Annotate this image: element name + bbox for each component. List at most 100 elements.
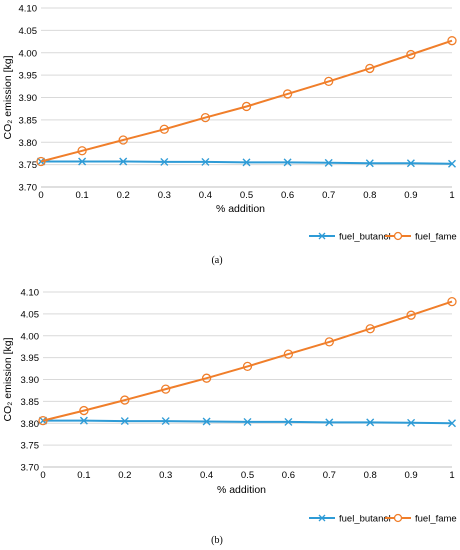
x-tick-label: 0.6: [282, 470, 295, 481]
data-point-fuel_fame: [118, 135, 128, 145]
y-tick-label: 3.70: [19, 183, 38, 194]
y-tick-label: 3.75: [19, 160, 38, 171]
data-point-fuel_butanol: [201, 157, 210, 166]
data-point-fuel_fame: [242, 361, 253, 372]
legend-label: fuel_fame: [415, 514, 457, 525]
data-point-fuel_fame: [120, 395, 130, 405]
y-tick-label: 3.80: [19, 138, 38, 149]
legend-item-fuel_butanol: fuel_butanol: [309, 232, 391, 243]
data-point-fuel_butanol: [324, 158, 333, 167]
data-point-fuel_butanol: [406, 159, 415, 168]
data-point-fuel_fame: [283, 349, 294, 359]
series-line-fuel_fame: [42, 300, 453, 422]
data-point-fuel_butanol: [283, 158, 292, 167]
x-tick-label: 0.3: [159, 470, 172, 481]
data-point-fuel_butanol: [78, 157, 87, 166]
x-tick-label: 0.7: [322, 190, 335, 201]
legend-item-fuel_fame: fuel_fame: [385, 514, 457, 525]
data-point-fuel_fame: [324, 76, 334, 87]
x-axis-title: % addition: [216, 203, 265, 215]
data-point-fuel_fame: [365, 324, 375, 334]
x-tick-label: 0.3: [158, 190, 171, 201]
y-tick-label: 4.10: [21, 288, 40, 299]
y-tick-label: 3.85: [19, 115, 38, 126]
data-point-fuel_butanol: [284, 417, 293, 426]
data-point-fuel_butanol: [79, 416, 88, 425]
legend-marker: [393, 231, 403, 241]
data-point-fuel_butanol: [407, 418, 416, 427]
data-point-fuel_fame: [161, 384, 171, 394]
data-point-fuel_fame: [201, 373, 212, 383]
data-point-fuel_butanol: [242, 158, 251, 167]
data-point-fuel_butanol: [365, 159, 374, 168]
x-tick-label: 0.5: [240, 190, 253, 201]
data-point-fuel_butanol: [366, 418, 375, 427]
series-line-fuel_fame: [40, 39, 453, 163]
x-tick-label: 0.4: [199, 190, 212, 201]
y-axis-title: CO₂ emission [kg]: [2, 55, 14, 139]
data-point-fuel_fame: [241, 101, 252, 112]
data-point-fuel_fame: [406, 49, 416, 60]
y-tick-label: 3.95: [19, 71, 38, 82]
panel-label-a: (a): [211, 255, 223, 266]
data-point-fuel_butanol: [160, 157, 169, 166]
data-point-fuel_fame: [324, 337, 334, 347]
legend-marker: [318, 514, 326, 522]
x-tick-label: 0.2: [117, 190, 130, 201]
x-tick-label: 0.4: [200, 470, 213, 481]
legend-label: fuel_butanol: [339, 232, 391, 243]
y-tick-label: 4.05: [19, 26, 38, 37]
x-tick-label: 0: [38, 190, 43, 201]
data-point-fuel_fame: [365, 63, 375, 74]
y-tick-label: 4.10: [19, 4, 38, 15]
y-tick-label: 4.00: [19, 48, 38, 59]
legend-item-fuel_fame: fuel_fame: [385, 232, 457, 243]
data-point-fuel_fame: [77, 146, 87, 156]
x-tick-label: 0.8: [363, 190, 376, 201]
data-point-fuel_butanol: [243, 417, 252, 426]
data-point-fuel_fame: [36, 156, 46, 167]
data-point-fuel_butanol: [120, 417, 129, 426]
x-tick-label: 0.5: [241, 470, 254, 481]
data-point-fuel_butanol: [325, 418, 334, 427]
x-tick-label: 0.8: [364, 470, 377, 481]
y-tick-label: 3.90: [21, 375, 40, 386]
chart-panel-b: 3.70 3.75 3.80 3.85 3.90 3.95 4.00 4.05 4.10 0 0.1…: [2, 288, 457, 525]
data-point-fuel_butanol: [119, 157, 128, 166]
legend-marker: [393, 513, 403, 523]
data-point-fuel_fame: [447, 36, 457, 46]
panel-label-b: (b): [211, 535, 223, 546]
data-point-fuel_fame: [159, 124, 169, 134]
y-tick-label: 3.80: [21, 419, 40, 430]
data-point-fuel_fame: [447, 296, 457, 307]
y-tick-label: 4.00: [21, 331, 40, 342]
data-point-fuel_butanol: [39, 416, 47, 425]
x-axis-title: % addition: [217, 484, 266, 496]
x-tick-label: 0.9: [404, 190, 417, 201]
data-point-fuel_fame: [79, 405, 89, 416]
y-tick-label: 3.70: [21, 463, 40, 474]
y-tick-label: 3.85: [21, 397, 40, 408]
y-tick-label: 4.05: [21, 309, 40, 320]
x-tick-label: 0.7: [323, 470, 336, 481]
legend-label: fuel_butanol: [339, 514, 391, 525]
x-tick-label: 0.2: [118, 470, 131, 481]
data-point-fuel_fame: [38, 415, 48, 426]
x-tick-label: 0: [40, 470, 45, 481]
data-point-fuel_fame: [200, 112, 211, 123]
legend-label: fuel_fame: [415, 232, 457, 243]
x-tick-label: 0.9: [404, 470, 417, 481]
legend-item-fuel_butanol: fuel_butanol: [309, 514, 391, 525]
data-point-fuel_butanol: [161, 417, 170, 426]
y-tick-label: 3.90: [19, 93, 38, 104]
data-point-fuel_butanol: [448, 419, 456, 428]
x-tick-label: 0.1: [77, 470, 90, 481]
data-point-fuel_fame: [282, 89, 293, 99]
data-point-fuel_butanol: [448, 159, 456, 168]
y-tick-label: 3.95: [21, 353, 40, 364]
x-tick-label: 0.1: [75, 190, 88, 201]
legend-marker: [318, 232, 326, 240]
y-tick-label: 3.75: [21, 441, 40, 452]
data-point-fuel_fame: [406, 310, 416, 320]
